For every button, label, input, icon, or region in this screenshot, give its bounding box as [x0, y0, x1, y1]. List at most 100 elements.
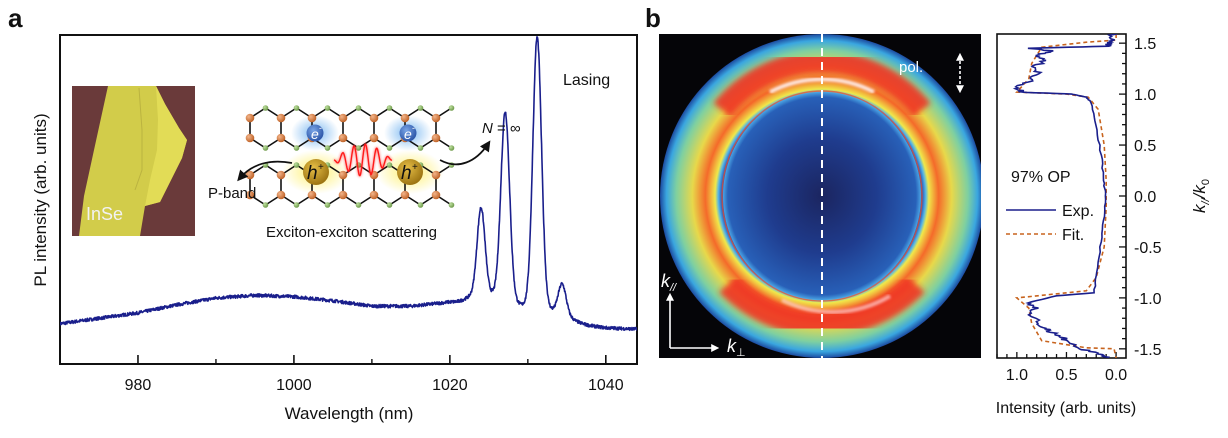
- lasing-annotation: Lasing: [563, 72, 610, 89]
- y-tick-label: 1.0: [1134, 87, 1156, 104]
- indium-atom: [369, 113, 379, 123]
- electron-charge: -: [412, 123, 415, 133]
- profile-legend: Exp. Fit.: [1006, 203, 1094, 244]
- indium-atom: [431, 133, 441, 143]
- selenium-atom: [386, 202, 393, 208]
- hole-ball: [303, 159, 329, 185]
- profile-plot-tick-labels: 1.5 1.0 0.5 0.0 -0.5 -1.0 -1.5 1.0 0.5 0.0: [1006, 36, 1162, 384]
- selenium-atom: [324, 105, 331, 111]
- exciton-scattering-schematic: e - e - h + h + P-band N = ∞ Excito: [208, 105, 521, 241]
- exp-curve: [1012, 34, 1118, 358]
- k-parallel-label: k//: [661, 271, 677, 294]
- hole-symbol: h: [401, 163, 412, 184]
- selenium-atom: [417, 105, 424, 111]
- hole-charge: +: [412, 162, 418, 173]
- selenium-atom: [448, 202, 455, 208]
- y-tick-label: -1.5: [1134, 342, 1162, 359]
- plot-a-frame: [59, 34, 638, 365]
- indium-atom: [338, 113, 348, 123]
- electron-right: e -: [399, 123, 417, 142]
- y-label-sub0: 0: [1200, 179, 1212, 185]
- inse-flake-edge: [134, 87, 143, 191]
- indium-atom: [338, 190, 348, 200]
- hole-symbol: h: [307, 163, 318, 184]
- y-tick-label: -1.0: [1134, 291, 1162, 308]
- x-tick-label: 1000: [276, 377, 312, 394]
- interaction-wave: [333, 143, 393, 177]
- legend-fit-label: Fit.: [1062, 227, 1084, 244]
- x-tick-label: 0.5: [1055, 367, 1077, 384]
- indium-atom: [431, 190, 441, 200]
- electron-symbol: e: [404, 126, 412, 142]
- indium-atom: [369, 190, 379, 200]
- n-equals-infinity: = ∞: [493, 120, 521, 137]
- selenium-atom: [417, 145, 424, 151]
- profile-plot-ticks: [996, 42, 1126, 358]
- hole-right: h +: [397, 159, 423, 185]
- selenium-atom: [355, 202, 362, 208]
- bottom-bright-edge: [781, 294, 892, 314]
- fit-curve: [1014, 34, 1117, 358]
- k-perp-label: k⊥: [727, 336, 746, 359]
- selenium-atom: [355, 145, 362, 151]
- indium-atom: [400, 190, 410, 200]
- indium-atom: [245, 133, 255, 143]
- indium-atom: [245, 113, 255, 123]
- plot-a: 980 1000 1020 1040 Wavelength (nm) PL inten…: [31, 34, 638, 423]
- selenium-atom: [293, 162, 300, 168]
- indium-atom: [307, 113, 317, 123]
- electron-ball: [306, 124, 324, 142]
- x-tick-label: 1.0: [1006, 367, 1028, 384]
- indium-atom: [276, 133, 286, 143]
- selenium-atom: [324, 202, 331, 208]
- selenium-atom: [262, 202, 269, 208]
- plot-a-x-ticks: [137, 355, 607, 364]
- y-tick-label: 0.5: [1134, 138, 1156, 155]
- y-tick-label: 0.0: [1134, 189, 1156, 206]
- y-label-sub: //: [1200, 197, 1212, 205]
- x-tick-label: 980: [125, 377, 152, 394]
- indium-atom: [431, 170, 441, 180]
- exciton-scattering-caption: Exciton-exciton scattering: [266, 224, 437, 241]
- p-band-arrow: [237, 160, 293, 182]
- selenium-atom: [386, 162, 393, 168]
- legend-exp-label: Exp.: [1062, 203, 1094, 220]
- electron-charge: -: [319, 123, 322, 133]
- electron-left: e -: [306, 123, 324, 142]
- k-perp-subscript: ⊥: [736, 347, 746, 359]
- selenium-atom: [293, 202, 300, 208]
- x-tick-label: 1020: [432, 377, 468, 394]
- p-band-label: P-band: [208, 185, 256, 202]
- n-infinity-label: N = ∞: [482, 120, 521, 137]
- indium-atom: [338, 133, 348, 143]
- indium-atom: [245, 190, 255, 200]
- indium-atom: [400, 113, 410, 123]
- fourier-space-image: pol. k// k⊥: [659, 34, 981, 359]
- selenium-atom: [293, 145, 300, 151]
- selenium-atom: [386, 105, 393, 111]
- plot-a-x-tick-labels: 980 1000 1020 1040: [125, 377, 624, 394]
- pl-spectrum-line: [60, 36, 637, 332]
- k-parallel-subscript: //: [669, 282, 677, 294]
- lasing-transition-arrow: [439, 140, 491, 166]
- plot-a-y-axis-label: PL intensity (arb. units): [31, 113, 50, 286]
- panel-b-letter: b: [645, 3, 661, 33]
- selenium-atom: [262, 105, 269, 111]
- selenium-atom: [293, 105, 300, 111]
- electron-symbol: e: [311, 126, 319, 142]
- indium-atom: [431, 113, 441, 123]
- selenium-atom: [355, 105, 362, 111]
- selenium-atom: [448, 145, 455, 151]
- indium-atom: [307, 190, 317, 200]
- intensity-profile-plot: 1.5 1.0 0.5 0.0 -0.5 -1.0 -1.5 1.0 0.5 0.0 97% OP…: [996, 33, 1212, 417]
- selenium-atom: [386, 145, 393, 151]
- selenium-atom: [417, 202, 424, 208]
- inse-flake-facet: [145, 86, 187, 206]
- y-label-slash: /k: [1190, 184, 1209, 200]
- y-tick-label: 1.5: [1134, 36, 1156, 53]
- polarization-label: pol.: [899, 59, 923, 76]
- panel-a-letter: a: [8, 3, 23, 33]
- indium-atom: [276, 170, 286, 180]
- plot-a-x-axis-label: Wavelength (nm): [285, 404, 414, 423]
- x-tick-label: 1040: [588, 377, 624, 394]
